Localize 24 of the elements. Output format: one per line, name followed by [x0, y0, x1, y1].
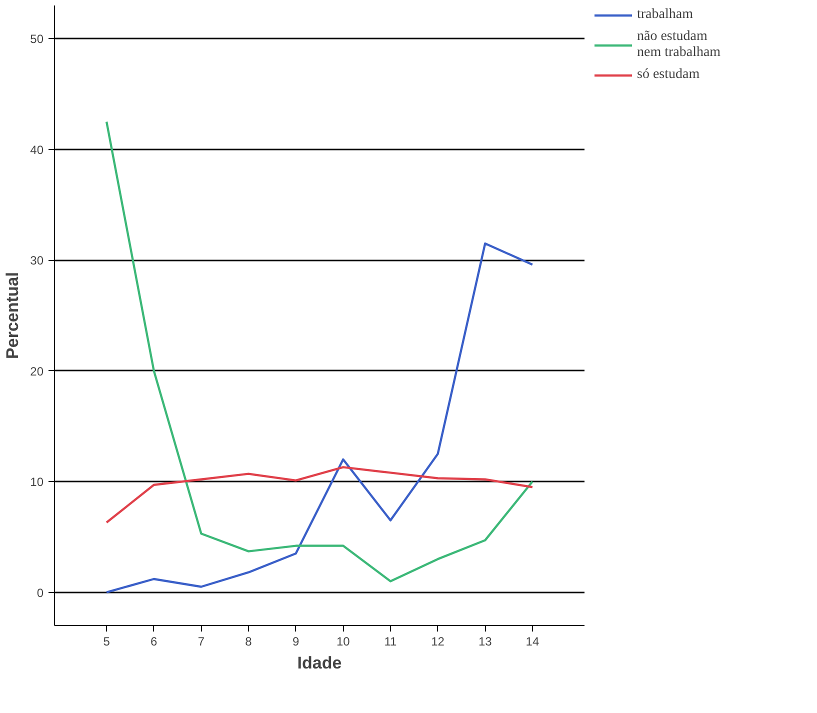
y-tick-label: 20: [30, 364, 44, 378]
x-tick-label: 6: [150, 634, 158, 648]
line-series: [105, 120, 534, 582]
y-tick-label: 30: [30, 254, 44, 268]
x-tick-label: 8: [245, 634, 252, 648]
y-tick-label: 0: [36, 586, 44, 600]
legend-label: só estudam: [637, 67, 700, 83]
line-series: [105, 466, 534, 524]
x-axis-title: Idade: [297, 654, 342, 672]
legend-label: não estudam nem trabalham: [637, 29, 721, 61]
y-axis-title: Percentual: [3, 272, 22, 359]
x-tick-label: 13: [478, 634, 492, 648]
x-tick-label: 11: [384, 634, 398, 648]
y-tick-label: 10: [30, 475, 44, 490]
line-series: [105, 242, 534, 594]
y-tick-label: 50: [30, 32, 44, 46]
x-tick-label: 7: [198, 634, 205, 648]
y-tick-label: 40: [30, 142, 44, 157]
legend-label: trabalham: [637, 7, 693, 23]
x-tick-label: 10: [336, 634, 350, 648]
x-tick-label: 12: [431, 634, 445, 648]
x-tick-label: 9: [292, 634, 300, 648]
x-tick-label: 5: [103, 634, 110, 648]
x-tick-label: 14: [526, 634, 540, 648]
